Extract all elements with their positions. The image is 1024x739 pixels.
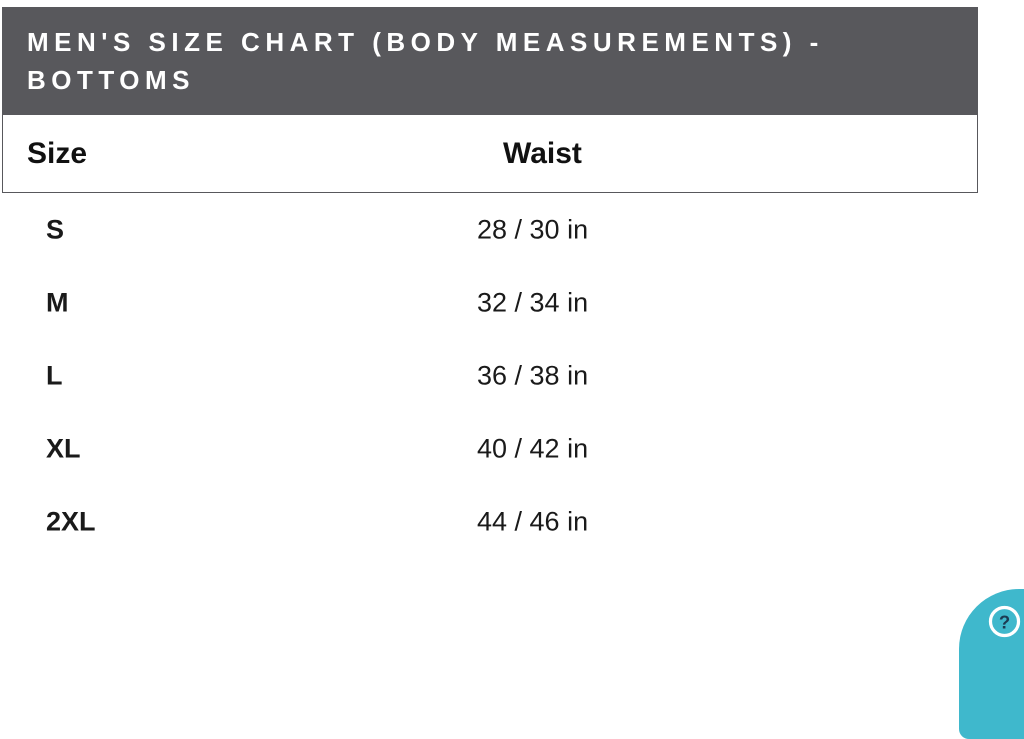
svg-text:?: ? [999, 611, 1010, 632]
